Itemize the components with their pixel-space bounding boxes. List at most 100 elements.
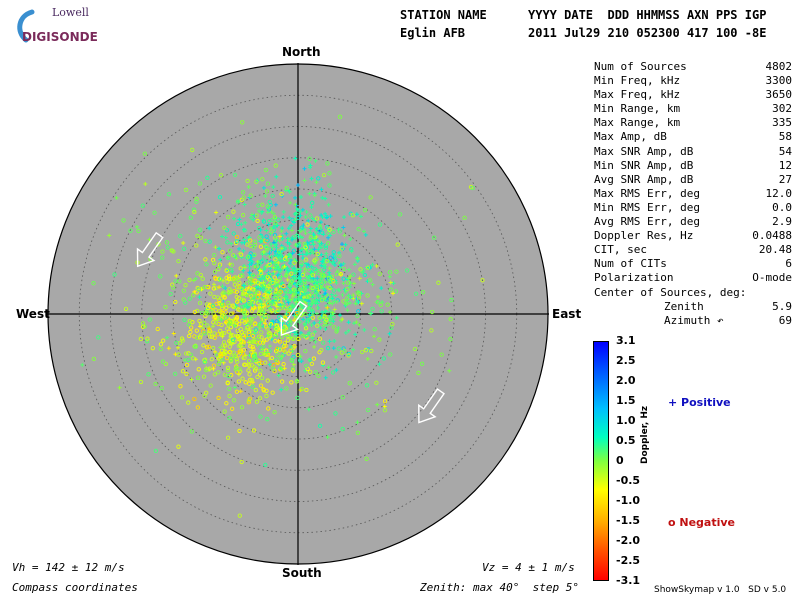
negative-source-marker [303, 257, 309, 262]
negative-source-marker [412, 346, 418, 352]
negative-source-marker [210, 303, 216, 308]
positive-source-marker [275, 291, 280, 296]
positive-source-marker [213, 245, 218, 250]
negative-source-marker [230, 337, 236, 343]
negative-source-marker [310, 332, 315, 337]
negative-source-marker [429, 309, 435, 315]
negative-source-marker [229, 311, 234, 316]
negative-source-marker [234, 289, 239, 294]
positive-source-marker [337, 261, 342, 266]
negative-source-marker [285, 338, 291, 343]
compass-west-label: West [16, 307, 50, 321]
positive-source-marker [325, 305, 330, 310]
positive-source-marker [286, 226, 291, 231]
negative-source-marker [189, 429, 194, 434]
positive-source-marker [258, 320, 263, 325]
positive-source-marker [337, 313, 342, 318]
negative-source-marker [319, 281, 324, 287]
positive-source-marker [244, 293, 249, 298]
negative-source-marker [284, 294, 289, 300]
positive-source-marker [287, 215, 292, 220]
positive-source-marker [301, 223, 306, 228]
positive-source-marker [346, 267, 351, 272]
negative-source-marker [153, 381, 158, 387]
negative-source-marker [188, 329, 193, 335]
positive-source-marker [359, 291, 364, 296]
negative-source-marker [439, 352, 444, 357]
positive-source-marker [301, 317, 306, 322]
negative-source-marker [334, 329, 339, 334]
negative-source-marker [234, 239, 240, 244]
positive-source-marker [274, 334, 279, 339]
positive-source-marker [332, 262, 337, 267]
negative-source-marker [191, 207, 197, 212]
negative-source-marker [341, 299, 346, 304]
positive-source-marker [207, 226, 212, 231]
positive-source-marker [252, 264, 257, 269]
negative-source-marker [242, 315, 248, 320]
positive-source-marker [249, 212, 254, 217]
negative-source-marker [198, 235, 204, 240]
negative-source-marker [234, 234, 240, 240]
negative-source-marker [267, 262, 272, 267]
negative-source-marker [263, 360, 268, 365]
positive-source-marker [326, 235, 331, 240]
negative-source-marker [258, 414, 263, 419]
negative-source-marker [256, 290, 261, 296]
positive-source-marker [307, 330, 312, 335]
positive-source-marker [311, 250, 316, 255]
negative-source-marker [272, 215, 278, 220]
negative-source-marker [289, 271, 294, 276]
negative-source-marker [211, 286, 216, 291]
positive-source-marker [301, 284, 306, 289]
negative-source-marker [145, 339, 150, 344]
negative-source-marker [377, 271, 382, 276]
vertical-velocity: Vz = 4 ± 1 m/s [482, 561, 575, 574]
negative-source-marker [259, 330, 264, 335]
negative-source-marker [319, 298, 324, 303]
positive-source-marker [310, 216, 315, 221]
positive-source-marker [181, 240, 186, 245]
negative-source-marker [267, 282, 272, 287]
negative-source-marker [236, 379, 241, 384]
positive-source-marker [309, 302, 314, 307]
positive-source-marker [255, 343, 260, 348]
positive-source-marker [279, 387, 284, 392]
positive-source-marker [285, 240, 290, 245]
positive-source-marker [211, 324, 216, 329]
negative-source-marker [235, 299, 240, 304]
negative-source-marker [356, 309, 361, 314]
negative-source-marker [284, 386, 289, 391]
negative-source-marker [222, 409, 227, 414]
negative-source-marker [261, 286, 266, 292]
positive-source-marker [274, 287, 279, 292]
positive-source-marker [308, 165, 313, 170]
negative-source-marker [273, 221, 278, 226]
negative-source-marker [259, 375, 265, 381]
positive-source-marker [240, 240, 245, 245]
positive-source-marker [214, 210, 219, 215]
negative-source-marker [140, 321, 146, 326]
negative-source-marker [225, 367, 231, 373]
negative-source-marker [250, 339, 255, 344]
stat-label: Min RMS Err, deg [594, 200, 700, 214]
negative-source-marker [158, 274, 163, 279]
colorbar-tick-label: 0 [616, 454, 624, 467]
positive-source-marker [278, 268, 283, 273]
positive-source-marker [298, 234, 303, 239]
positive-source-marker [80, 362, 85, 367]
positive-source-marker [232, 385, 237, 390]
stat-row: Zenith 5.9 [594, 300, 792, 314]
negative-source-marker [202, 284, 208, 290]
negative-source-marker [413, 291, 419, 296]
negative-source-marker [333, 411, 338, 416]
negative-source-marker [188, 352, 194, 357]
negative-source-marker [289, 358, 295, 364]
negative-source-marker [316, 373, 321, 378]
negative-source-marker [369, 348, 374, 354]
negative-source-marker [187, 333, 192, 339]
negative-source-marker [246, 398, 252, 403]
negative-source-marker [303, 312, 308, 317]
negative-source-marker [448, 336, 453, 342]
positive-source-marker [335, 328, 340, 333]
